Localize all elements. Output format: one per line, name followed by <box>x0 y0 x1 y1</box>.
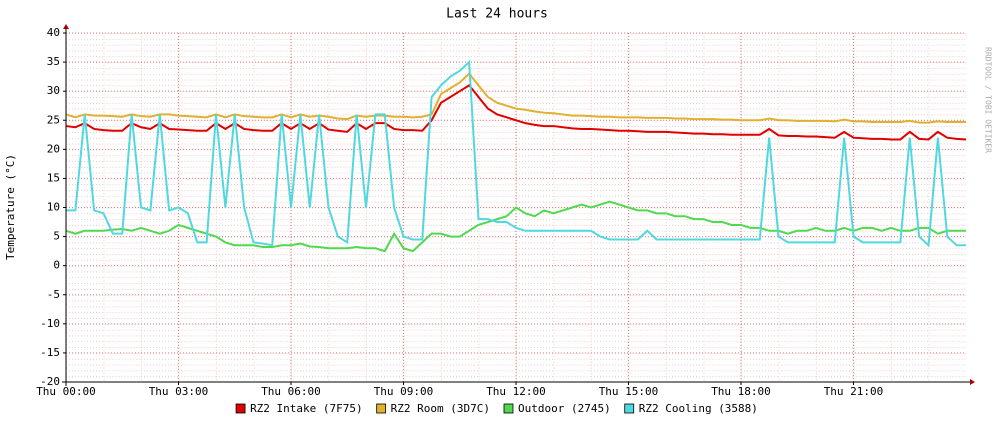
y-tick-label: 0 <box>53 259 60 272</box>
y-tick-label: 5 <box>53 230 60 243</box>
y-tick-label: 25 <box>47 113 60 126</box>
y-tick-label: 10 <box>47 201 60 214</box>
y-arrow <box>63 24 69 29</box>
legend-swatch <box>235 403 246 414</box>
y-tick-label: 35 <box>47 55 60 68</box>
chart-title: Last 24 hours <box>446 7 548 22</box>
axes <box>62 24 975 386</box>
y-tick-label: -10 <box>40 317 60 330</box>
series-line <box>65 200 966 253</box>
watermark: RRDTOOL / TOBI OETIKER <box>984 47 993 153</box>
x-tick-label: Thu 06:00 <box>261 385 321 398</box>
legend-label: RZ2 Room (3D7C) <box>391 402 490 415</box>
y-tick-label: 20 <box>47 142 60 155</box>
legend-label: RZ2 Cooling (3588) <box>639 402 758 415</box>
legend-item: Outdoor (2745) <box>503 402 611 415</box>
x-tick-label: Thu 12:00 <box>486 385 546 398</box>
legend-item: RZ2 Room (3D7C) <box>376 402 490 415</box>
legend-swatch <box>503 403 514 414</box>
legend-item: RZ2 Intake (7F75) <box>235 402 363 415</box>
x-tick-label: Thu 15:00 <box>599 385 659 398</box>
plot <box>65 59 967 253</box>
y-tick-label: 40 <box>47 26 60 39</box>
x-tick-label: Thu 00:00 <box>36 385 96 398</box>
x-tick-label: Thu 18:00 <box>711 385 771 398</box>
y-tick-label: -15 <box>40 346 60 359</box>
y-tick-label: -5 <box>47 288 60 301</box>
series-line <box>66 59 966 248</box>
y-axis-label: Temperature (°C) <box>4 154 17 260</box>
legend-swatch <box>624 403 635 414</box>
legend-label: RZ2 Intake (7F75) <box>250 402 363 415</box>
x-tick-label: Thu 03:00 <box>149 385 209 398</box>
y-tick-label: -20 <box>40 375 60 388</box>
x-arrow <box>970 379 975 385</box>
y-tick-label: 30 <box>47 84 60 97</box>
legend-label: Outdoor (2745) <box>518 402 611 415</box>
y-tick-label: 15 <box>47 171 60 184</box>
legend-item: RZ2 Cooling (3588) <box>624 402 758 415</box>
legend-swatch <box>376 403 387 414</box>
x-tick-label: Thu 09:00 <box>374 385 434 398</box>
x-tick-label: Thu 21:00 <box>824 385 884 398</box>
legend: RZ2 Intake (7F75) RZ2 Room (3D7C) Outdoor … <box>235 402 758 415</box>
